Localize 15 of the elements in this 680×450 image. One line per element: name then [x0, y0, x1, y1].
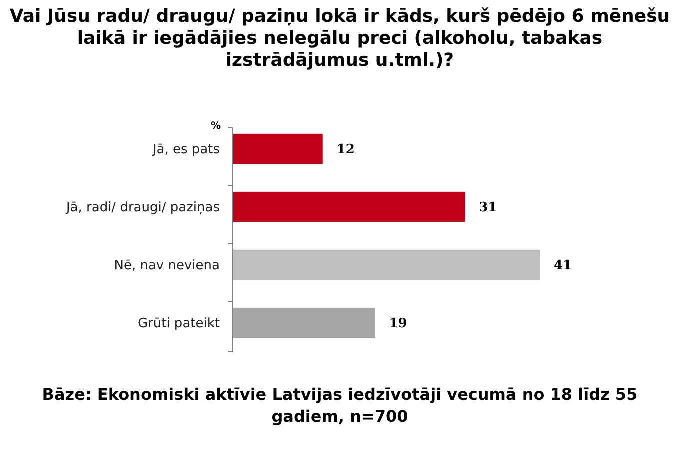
y-tick-label: Grūti pateikt	[138, 316, 220, 332]
data-label: 41	[554, 258, 572, 274]
y-tick-label: Jā, es pats	[152, 142, 220, 158]
data-label: 31	[479, 200, 498, 216]
x-axis-title: %	[210, 121, 221, 132]
y-tick-label: Nē, nav neviena	[114, 258, 220, 274]
bar	[233, 192, 466, 222]
bar	[233, 308, 376, 338]
data-label: 19	[389, 316, 408, 332]
bar	[233, 250, 540, 280]
bar	[233, 134, 323, 164]
chart-title: Vai Jūsu radu/ draugu/ paziņu lokā ir kāds, kurš pēdējo 6 mēnešu laikā ir iegādājies nelegālu preci (alkoholu, tabakas izstrādājumus u.tml.)?	[10, 6, 670, 71]
text: Bāze: Ekonomiski aktīvie Latvijas iedzīvotāji vecumā no 18 līdz 55 gadiem, n=700	[42, 385, 638, 426]
data-label: 12	[336, 142, 355, 158]
y-tick-label: Jā, radi/ draugi/ paziņas	[65, 200, 220, 216]
